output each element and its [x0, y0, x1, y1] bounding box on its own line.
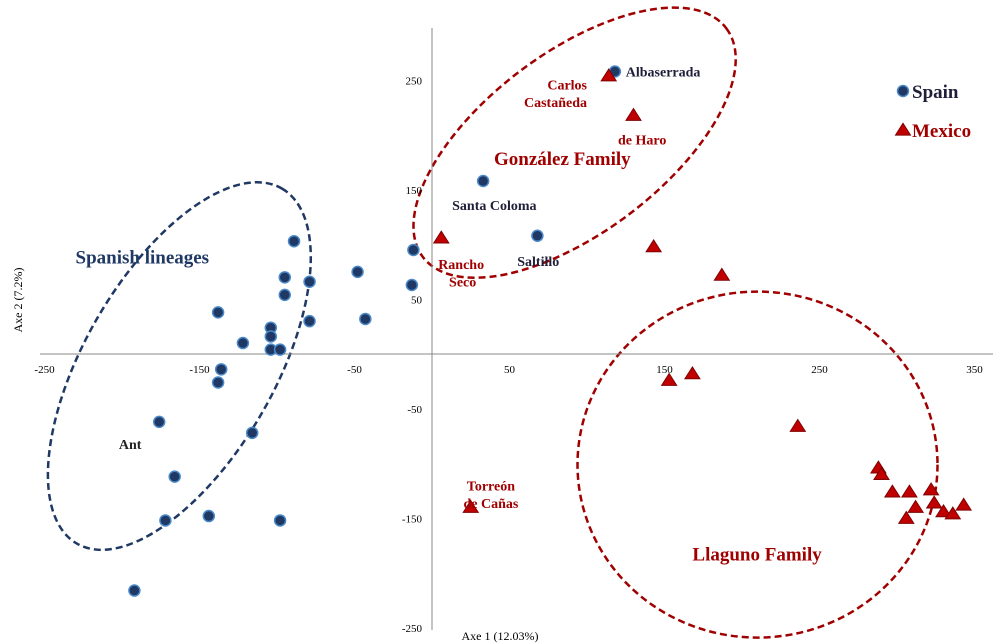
spain-point — [273, 514, 287, 527]
point-label: Rancho — [438, 258, 484, 273]
data-points — [128, 65, 973, 597]
spain-point — [264, 330, 278, 343]
spain-point — [211, 376, 225, 389]
y-tick-label: 150 — [406, 185, 423, 197]
mexico-point — [935, 503, 952, 518]
mexico-point — [883, 484, 901, 498]
point-label: de Haro — [618, 133, 666, 148]
mexico-point — [907, 499, 925, 513]
mexico-point — [625, 107, 642, 121]
spain-point — [476, 174, 490, 188]
x-tick-label: 350 — [966, 364, 983, 376]
spain-point — [303, 275, 316, 288]
y-tick-labels: 250 150 50 -50 -150 -250 — [402, 75, 423, 635]
legend-label: Mexico — [912, 121, 971, 142]
spain-point — [236, 336, 250, 350]
spain-point — [202, 509, 216, 523]
spain-point — [278, 288, 291, 302]
spain-point — [407, 243, 420, 257]
legend-circle-icon — [896, 84, 910, 98]
group-ellipse-2 — [576, 290, 939, 639]
spain-point — [245, 426, 259, 440]
spain-point — [159, 514, 172, 527]
point-label: de Cañas — [463, 497, 518, 512]
legend-triangle-icon — [894, 122, 912, 136]
spain-point — [405, 278, 419, 292]
spain-point — [278, 271, 291, 284]
x-tick-label: 250 — [811, 364, 828, 376]
legend-label: Spain — [912, 82, 959, 103]
mexico-point — [789, 418, 807, 432]
mexico-point — [713, 267, 731, 281]
x-tick-label: -250 — [34, 364, 55, 376]
group-label: González Family — [494, 149, 631, 170]
spain-point — [128, 584, 141, 597]
mexico-point — [645, 239, 663, 253]
spain-point — [303, 314, 316, 328]
group-ellipse-1 — [412, 6, 737, 279]
spain-point — [287, 234, 301, 248]
x-axis-title: Axe 1 (12.03%) — [462, 629, 539, 643]
point-labels: Albaserrada Carlos Castañeda de Haro Santa C… — [119, 65, 701, 511]
x-tick-label: -150 — [189, 364, 210, 376]
mexico-point — [432, 230, 450, 244]
y-tick-label: -150 — [402, 513, 423, 525]
mexico-point — [944, 506, 962, 520]
mexico-point — [873, 466, 890, 481]
point-label: Torreón — [467, 479, 515, 494]
x-tick-label: 150 — [656, 364, 673, 376]
point-label: Saltillo — [517, 255, 559, 270]
legend: Spain Mexico — [894, 82, 971, 142]
spain-point — [359, 312, 372, 326]
spain-point — [273, 343, 287, 356]
mexico-point — [925, 495, 943, 509]
point-label: Santa Coloma — [452, 199, 536, 214]
mexico-point — [683, 366, 701, 380]
group-labels: Spanish lineages González Family Llaguno F… — [76, 149, 823, 565]
mexico-point — [462, 499, 480, 513]
point-label: Albaserrada — [626, 65, 701, 80]
mexico-point — [897, 510, 915, 524]
point-label: Castañeda — [524, 96, 587, 111]
group-label: Spanish lineages — [76, 248, 210, 269]
point-label: Ant — [119, 438, 142, 453]
y-tick-label: -250 — [402, 623, 423, 635]
spain-point — [351, 265, 364, 279]
group-ellipse-0 — [46, 181, 313, 552]
y-tick-label: -50 — [407, 404, 422, 416]
spain-point — [152, 415, 166, 429]
axes — [40, 28, 993, 630]
point-label: Carlos — [547, 79, 587, 94]
spain-point — [214, 363, 228, 376]
mexico-point — [600, 68, 618, 82]
x-tick-label: 50 — [504, 364, 516, 376]
mexico-point — [660, 372, 678, 386]
mexico-point — [922, 482, 940, 496]
y-axis-title: Axe 2 (7.2%) — [11, 268, 25, 333]
y-tick-label: 250 — [406, 75, 423, 87]
y-tick-label: 50 — [411, 294, 423, 306]
spain-point — [211, 306, 225, 319]
mexico-point — [955, 497, 973, 511]
mexico-point — [900, 484, 918, 498]
group-ellipses — [46, 6, 939, 639]
point-label: Seco — [449, 276, 476, 291]
spain-point — [168, 470, 181, 483]
group-label: Llaguno Family — [692, 544, 822, 565]
x-tick-labels: -250 -150 -50 50 150 250 350 — [34, 364, 983, 376]
spain-point — [531, 229, 544, 242]
x-tick-label: -50 — [347, 364, 362, 376]
